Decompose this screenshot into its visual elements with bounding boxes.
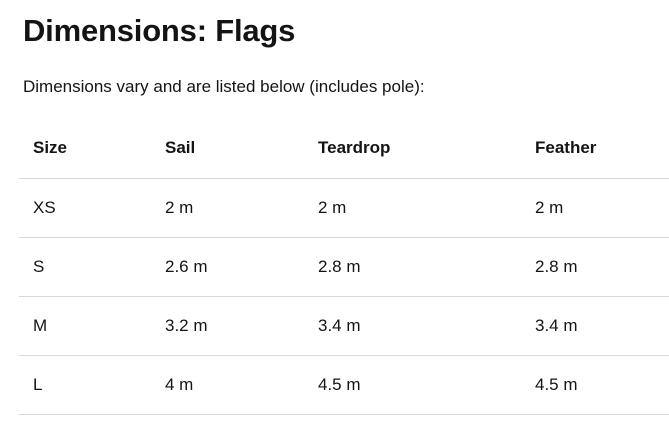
- feather-cell: 3.4 m: [535, 296, 669, 356]
- table-row: XS 2 m 2 m 2 m: [19, 178, 669, 238]
- dimensions-table: Size Sail Teardrop Feather XS 2 m 2 m 2 …: [19, 118, 669, 415]
- feather-cell: 2 m: [535, 178, 669, 238]
- page-title: Dimensions: Flags: [23, 13, 296, 48]
- sail-cell: 3.2 m: [165, 296, 318, 356]
- sail-cell: 2.6 m: [165, 237, 318, 297]
- column-header-feather: Feather: [535, 118, 669, 179]
- table-body: XS 2 m 2 m 2 m S 2.6 m 2.8 m 2.8 m M 3.2…: [19, 178, 669, 415]
- column-header-size: Size: [19, 118, 165, 179]
- column-header-sail: Sail: [165, 118, 318, 179]
- feather-cell: 2.8 m: [535, 237, 669, 297]
- page-subtitle: Dimensions vary and are listed below (in…: [23, 77, 425, 96]
- table-row: L 4 m 4.5 m 4.5 m: [19, 355, 669, 415]
- size-cell: S: [19, 237, 165, 297]
- sail-cell: 4 m: [165, 355, 318, 415]
- table-header-row: Size Sail Teardrop Feather: [19, 118, 669, 179]
- size-cell: L: [19, 355, 165, 415]
- teardrop-cell: 2.8 m: [318, 237, 535, 297]
- table-row: M 3.2 m 3.4 m 3.4 m: [19, 296, 669, 356]
- feather-cell: 4.5 m: [535, 355, 669, 415]
- column-header-teardrop: Teardrop: [318, 118, 535, 179]
- teardrop-cell: 3.4 m: [318, 296, 535, 356]
- teardrop-cell: 2 m: [318, 178, 535, 238]
- table-row: S 2.6 m 2.8 m 2.8 m: [19, 237, 669, 297]
- table-header: Size Sail Teardrop Feather: [19, 118, 669, 179]
- teardrop-cell: 4.5 m: [318, 355, 535, 415]
- size-cell: XS: [19, 178, 165, 238]
- sail-cell: 2 m: [165, 178, 318, 238]
- size-cell: M: [19, 296, 165, 356]
